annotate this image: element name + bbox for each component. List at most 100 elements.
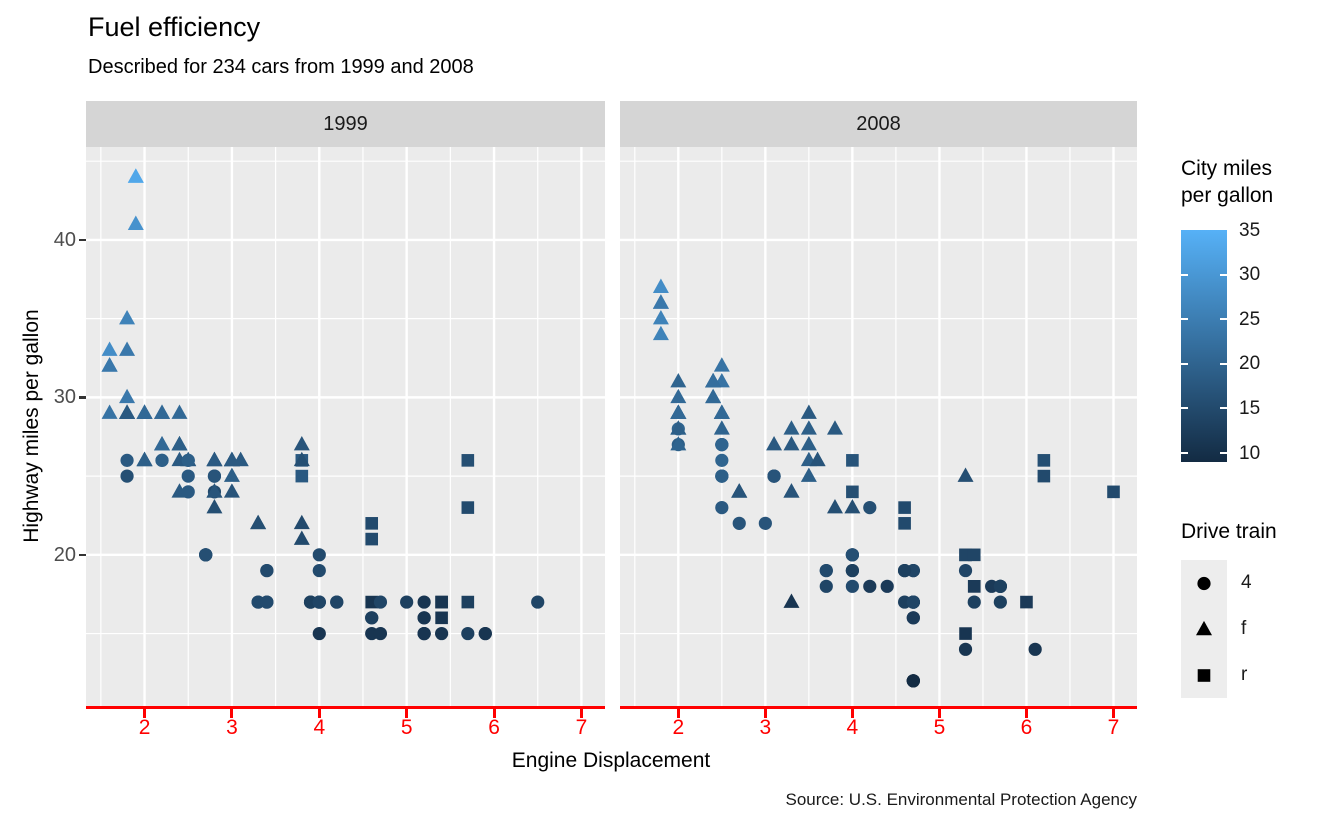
data-point (223, 451, 240, 467)
x-tick-mark (579, 709, 583, 718)
data-point (531, 595, 545, 609)
data-point (260, 563, 274, 578)
colorbar-tick (1181, 407, 1188, 410)
data-point (800, 467, 817, 482)
data-point (670, 404, 687, 419)
data-point (809, 451, 826, 467)
plot-title: Fuel efficiency (88, 12, 261, 42)
x-tick-mark (850, 709, 854, 718)
facet-strip-1999: 1999 (86, 101, 605, 147)
data-point (713, 404, 730, 419)
data-point (365, 532, 379, 546)
x-axis-line (620, 706, 1137, 709)
data-point (293, 436, 310, 451)
data-point (845, 548, 859, 562)
colorbar-tick (1220, 452, 1227, 455)
data-point (705, 373, 722, 388)
colorbar-tick (1220, 318, 1227, 321)
data-point (119, 388, 136, 404)
data-point (652, 310, 669, 325)
data-point (154, 404, 171, 419)
data-point (365, 611, 379, 625)
data-point (171, 404, 188, 419)
data-point (705, 388, 722, 404)
data-point (373, 595, 388, 609)
data-point (826, 498, 843, 514)
color-legend-label: 20 (1239, 353, 1261, 375)
data-point (293, 451, 310, 467)
data-point (819, 579, 833, 593)
data-point (800, 436, 817, 451)
x-tick-mark (676, 709, 680, 718)
data-point (417, 626, 431, 641)
data-point (783, 436, 800, 451)
data-point (127, 215, 144, 230)
data-point (461, 595, 475, 609)
y-tick-label: 40 (53, 228, 76, 251)
data-point (119, 404, 136, 419)
data-point (715, 453, 729, 467)
data-point (652, 278, 669, 293)
data-point (435, 595, 448, 609)
data-point (312, 626, 326, 641)
data-point (461, 501, 475, 514)
x-tick-mark (405, 709, 409, 718)
x-axis-title: Engine Displacement (511, 749, 711, 772)
data-point (731, 483, 748, 498)
data-point (959, 627, 972, 640)
facet-strip-2008: 2008 (620, 101, 1137, 147)
facet-strip-label: 1999 (323, 112, 368, 135)
data-point (250, 514, 267, 530)
data-point (400, 595, 414, 609)
color-legend-label: 25 (1239, 308, 1261, 330)
data-point (826, 420, 843, 435)
data-point (652, 325, 669, 341)
data-point (312, 548, 326, 562)
data-point (670, 420, 687, 435)
data-point (136, 451, 153, 467)
x-tick-label: 5 (400, 716, 413, 739)
data-point (880, 579, 894, 593)
data-point (906, 595, 920, 609)
data-point (758, 516, 772, 530)
data-point (136, 404, 153, 419)
data-point (181, 469, 195, 483)
data-point (127, 168, 144, 183)
plot-subtitle: Described for 234 cars from 1999 and 200… (88, 56, 474, 78)
x-tick-label: 4 (846, 716, 859, 739)
data-point (206, 498, 223, 514)
shape-legend-label: f (1241, 618, 1247, 639)
x-tick-label: 2 (138, 716, 151, 739)
data-point (957, 467, 974, 482)
colorbar-tick (1181, 318, 1188, 321)
color-gradient-bar (1181, 230, 1227, 462)
data-point (906, 611, 920, 625)
data-point (898, 517, 911, 530)
x-tick-label: 3 (759, 716, 772, 739)
data-point (461, 626, 475, 641)
y-tick-mark (79, 396, 86, 399)
data-point (958, 642, 973, 656)
data-point (800, 420, 817, 435)
data-point (766, 436, 783, 451)
facet-strip-label: 2008 (856, 112, 901, 135)
color-legend-title: City miles per gallon (1181, 157, 1274, 207)
data-point (652, 294, 669, 309)
data-point (330, 595, 344, 609)
circle-icon (1197, 576, 1211, 591)
data-point (958, 563, 973, 578)
data-point (435, 626, 449, 641)
x-tick-label: 3 (226, 716, 238, 739)
x-tick-mark (1024, 709, 1028, 718)
data-point (295, 469, 309, 483)
data-point (435, 611, 448, 625)
colorbar-tick (1181, 452, 1188, 455)
data-point (1197, 576, 1211, 591)
x-tick-mark (937, 709, 941, 718)
data-point (223, 483, 240, 498)
x-tick-label: 5 (933, 716, 946, 739)
x-tick-label: 6 (488, 716, 500, 739)
data-point (783, 593, 800, 608)
x-tick-label: 4 (313, 716, 326, 739)
shape-legend-title: Drive train (1181, 520, 1277, 543)
